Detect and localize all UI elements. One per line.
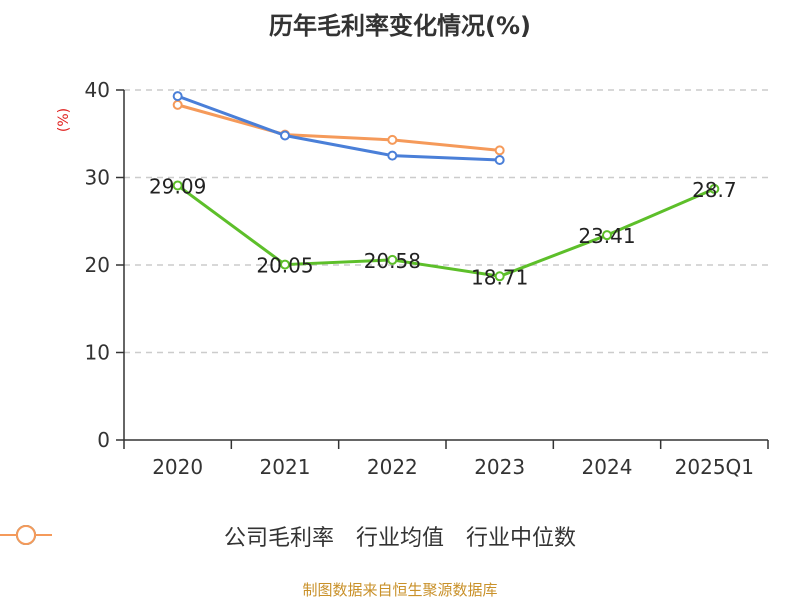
data-label: 28.7: [692, 178, 737, 202]
data-label: 29.09: [149, 174, 206, 198]
legend-label-industry-median: 行业中位数: [466, 526, 577, 551]
chart-title: 历年毛利率变化情况(%): [269, 12, 531, 40]
y-tick-label: 40: [85, 78, 110, 102]
x-tick-label: 2021: [260, 455, 311, 479]
legend-item-industry-mean[interactable]: 行业均值: [0, 520, 444, 552]
legend: 公司毛利率 行业均值 行业中位数: [0, 520, 800, 552]
x-tick-label: 2025Q1: [675, 455, 754, 479]
data-point-0: [709, 183, 720, 194]
series-line-2: [177, 103, 500, 152]
legend-label-company-margin: 公司毛利率: [223, 526, 334, 551]
data-point-2: [494, 145, 505, 156]
data-point-2: [387, 134, 398, 145]
data-point-1: [172, 91, 183, 102]
data-point-0: [387, 254, 398, 265]
x-tick-label: 2020: [152, 455, 203, 479]
data-label: 20.05: [256, 254, 313, 278]
data-point-0: [494, 271, 505, 282]
data-point-0: [280, 259, 290, 270]
data-source-note: 制图数据来自恒生聚源数据库: [302, 581, 498, 599]
y-tick-label: 10: [85, 341, 110, 365]
y-tick-label: 30: [85, 166, 110, 190]
y-tick-label: 0: [97, 428, 110, 452]
data-label: 18.71: [471, 265, 528, 289]
legend-swatch-industry-median: [0, 525, 52, 545]
data-point-0: [602, 230, 612, 241]
data-point-1: [280, 130, 290, 141]
x-tick-label: 2024: [582, 455, 633, 479]
legend-item-company-margin[interactable]: 公司毛利率: [0, 520, 334, 552]
x-tick-label: 2023: [474, 455, 525, 479]
y-tick-label: 20: [85, 253, 110, 277]
data-point-0: [172, 180, 183, 191]
legend-item-industry-median[interactable]: 行业中位数: [0, 520, 577, 552]
data-label: 23.41: [578, 224, 635, 248]
x-tick-label: 2022: [367, 455, 418, 479]
series-line-1: [177, 94, 500, 162]
data-point-1: [494, 155, 505, 165]
series-line-0: [176, 184, 715, 278]
data-point-2: [172, 99, 183, 110]
legend-label-industry-mean: 行业均值: [355, 526, 444, 551]
data-point-1: [387, 150, 398, 161]
data-label: 20.58: [364, 249, 421, 273]
